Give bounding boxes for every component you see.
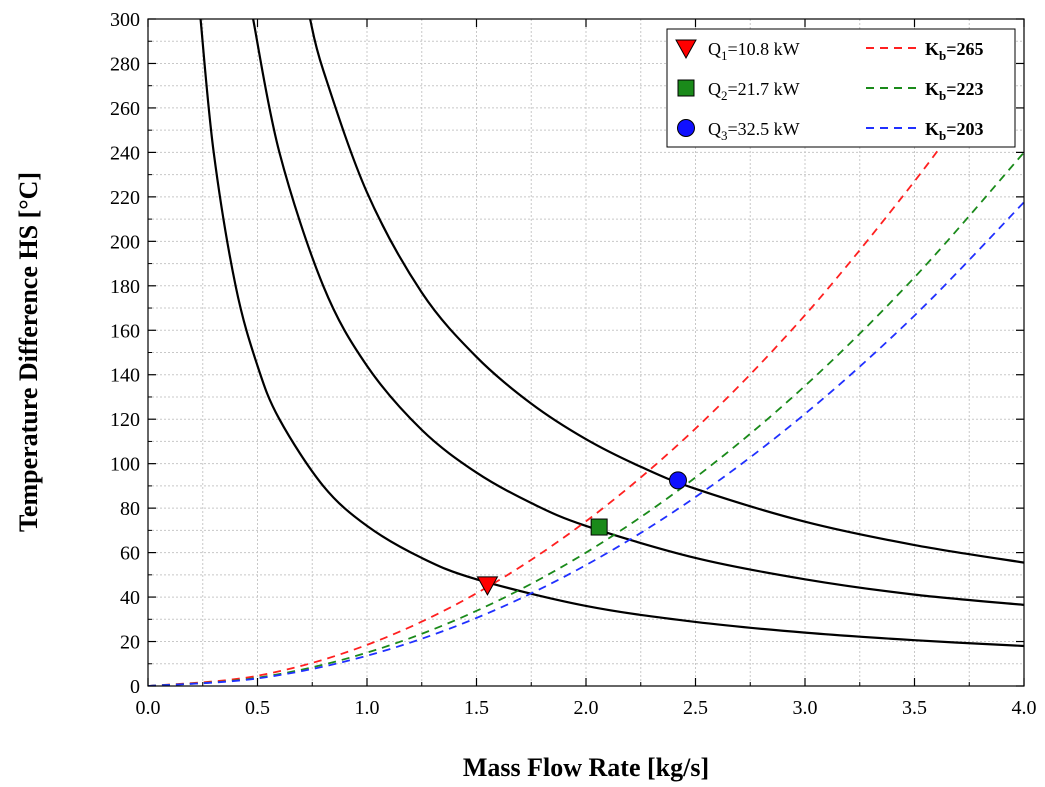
legend-label-q3: Q3=32.5 kW <box>708 119 800 143</box>
y-tick-label: 220 <box>110 187 140 209</box>
q-curve-2 <box>252 19 1024 606</box>
legend-label-kb-3: Kb=203 <box>925 119 984 143</box>
grid <box>148 19 1024 686</box>
y-tick-label: 140 <box>110 365 140 387</box>
y-tick-label: 120 <box>110 409 140 431</box>
kb-curve-3 <box>148 201 1024 686</box>
legend-marker-3 <box>677 119 695 137</box>
legend-label-q1: Q1=10.8 kW <box>708 39 800 63</box>
y-tick-label: 260 <box>110 98 140 120</box>
x-tick-label: 1.0 <box>355 697 380 719</box>
y-tick-label: 180 <box>110 276 140 298</box>
y-tick-label: 80 <box>120 498 140 520</box>
operating-point-marker-1 <box>476 576 499 596</box>
y-tick-label: 60 <box>120 543 140 565</box>
operating-point-marker-2 <box>590 518 608 536</box>
kb-curve-2 <box>148 151 1024 686</box>
x-tick-label: 4.0 <box>1012 697 1037 719</box>
q-curve-1 <box>199 19 1024 648</box>
legend-marker-2 <box>677 79 695 97</box>
legend-marker-1 <box>675 39 697 60</box>
x-tick-label: 3.5 <box>902 697 927 719</box>
axes: 0.0 0.5 1.0 1.5 2.0 2.5 3.0 3.5 4.0 0 20 40 60 80 100 1… <box>110 9 1037 719</box>
q-curve-3 <box>308 19 1024 564</box>
y-tick-label: 240 <box>110 142 140 164</box>
legend-label-kb-2: Kb=223 <box>925 79 984 103</box>
y-tick-label: 20 <box>120 632 140 654</box>
curves-layer <box>148 19 1024 686</box>
legend: Q1=10.8 kW Q2=21.7 kW Q3=32.5 kW Kb=265 Kb=2… <box>666 28 1016 148</box>
kb-curve-1 <box>148 90 981 686</box>
y-tick-label: 100 <box>110 454 140 476</box>
legend-label-kb-1: Kb=265 <box>925 39 984 63</box>
markers-layer <box>476 471 687 596</box>
x-tick-label: 2.0 <box>574 697 599 719</box>
y-tick-label: 0 <box>130 676 140 698</box>
x-tick-label: 0.5 <box>245 697 270 719</box>
legend-box <box>666 28 1016 148</box>
y-tick-label: 280 <box>110 53 140 75</box>
legend-label-q2: Q2=21.7 kW <box>708 79 800 103</box>
operating-point-marker-3 <box>668 471 687 490</box>
y-tick-label: 40 <box>120 587 140 609</box>
y-axis-title: Temperature Difference HS [°C] <box>14 172 43 532</box>
y-tick-label: 200 <box>110 231 140 253</box>
x-tick-label: 0.0 <box>136 697 161 719</box>
x-tick-label: 1.5 <box>464 697 489 719</box>
y-tick-label: 160 <box>110 320 140 342</box>
y-tick-label: 300 <box>110 9 140 31</box>
x-axis-title: Mass Flow Rate [kg/s] <box>463 753 709 782</box>
x-tick-label: 2.5 <box>683 697 708 719</box>
x-tick-label: 3.0 <box>793 697 818 719</box>
